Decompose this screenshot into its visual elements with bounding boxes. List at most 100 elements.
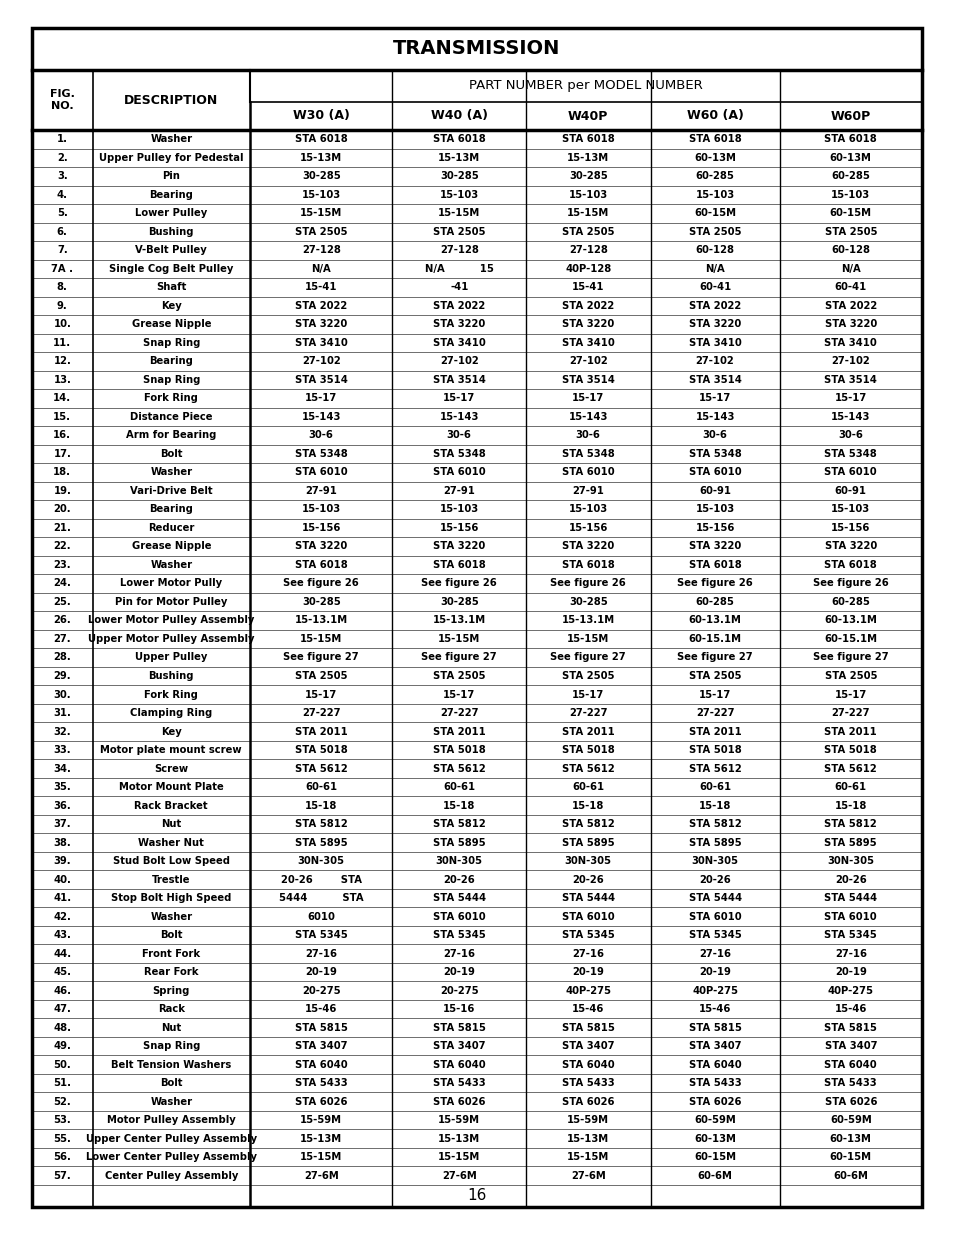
Text: 15-59M: 15-59M (300, 1115, 342, 1125)
Text: 30N-305: 30N-305 (691, 856, 738, 866)
Text: 60-59M: 60-59M (694, 1115, 735, 1125)
Text: 15-15M: 15-15M (300, 634, 342, 643)
Text: STA 2022: STA 2022 (433, 301, 485, 311)
Text: PART NUMBER per MODEL NUMBER: PART NUMBER per MODEL NUMBER (469, 79, 702, 93)
Text: Nut: Nut (161, 819, 181, 829)
Text: Stud Bolt Low Speed: Stud Bolt Low Speed (112, 856, 230, 866)
Text: STA 6018: STA 6018 (561, 135, 614, 144)
Text: STA 6018: STA 6018 (561, 559, 614, 571)
Text: W30 (A): W30 (A) (293, 110, 350, 122)
Text: See figure 27: See figure 27 (421, 652, 497, 662)
Text: 15-156: 15-156 (830, 522, 869, 534)
Text: N/A: N/A (840, 264, 860, 274)
Text: Washer: Washer (150, 559, 193, 571)
Text: 50.: 50. (53, 1060, 71, 1070)
Text: 27-227: 27-227 (439, 708, 478, 718)
Text: STA 6010: STA 6010 (561, 467, 614, 478)
Text: STA 5433: STA 5433 (294, 1078, 347, 1088)
Text: 29.: 29. (53, 671, 71, 680)
Text: TRANSMISSION: TRANSMISSION (393, 40, 560, 58)
Text: 30-6: 30-6 (309, 430, 334, 441)
Text: STA 5444: STA 5444 (823, 893, 877, 903)
Text: 60-59M: 60-59M (829, 1115, 871, 1125)
Text: STA 5433: STA 5433 (433, 1078, 485, 1088)
Text: 60-15M: 60-15M (829, 209, 871, 219)
Text: Motor Pulley Assembly: Motor Pulley Assembly (107, 1115, 235, 1125)
Text: 16: 16 (467, 1188, 486, 1203)
Text: STA 5348: STA 5348 (823, 448, 876, 459)
Text: STA 2022: STA 2022 (688, 301, 740, 311)
Text: 20-19: 20-19 (572, 967, 603, 977)
Text: 27-16: 27-16 (305, 948, 337, 958)
Text: Washer: Washer (150, 135, 193, 144)
Text: 15-13M: 15-13M (300, 1134, 342, 1144)
Text: 27-102: 27-102 (695, 357, 734, 367)
Text: STA 3407: STA 3407 (433, 1041, 485, 1051)
Text: 60-41: 60-41 (834, 283, 866, 293)
Text: 15-156: 15-156 (695, 522, 734, 534)
Text: 56.: 56. (53, 1152, 71, 1162)
Text: Center Pulley Assembly: Center Pulley Assembly (105, 1171, 237, 1181)
Text: STA 5812: STA 5812 (823, 819, 876, 829)
Text: 60-15M: 60-15M (694, 1152, 736, 1162)
Text: 15-41: 15-41 (305, 283, 337, 293)
Text: 40.: 40. (53, 874, 71, 884)
Text: STA 2505: STA 2505 (823, 227, 876, 237)
Text: 15-156: 15-156 (439, 522, 478, 534)
Text: Key: Key (161, 726, 181, 736)
Text: STA 3220: STA 3220 (688, 320, 740, 330)
Text: 33.: 33. (53, 745, 71, 755)
Text: Upper Pulley: Upper Pulley (135, 652, 207, 662)
Text: Bearing: Bearing (150, 190, 193, 200)
Text: 15-18: 15-18 (834, 800, 866, 810)
Text: 20-19: 20-19 (834, 967, 866, 977)
Text: 30-285: 30-285 (301, 597, 340, 606)
Text: STA 5444: STA 5444 (432, 893, 485, 903)
Text: 27-16: 27-16 (834, 948, 866, 958)
Text: 45.: 45. (53, 967, 71, 977)
Text: Bushing: Bushing (149, 671, 193, 680)
Text: 16.: 16. (53, 430, 71, 441)
Text: 49.: 49. (53, 1041, 71, 1051)
Text: See figure 27: See figure 27 (812, 652, 887, 662)
Text: 21.: 21. (53, 522, 71, 534)
Text: STA 5612: STA 5612 (433, 763, 485, 773)
Text: STA 3220: STA 3220 (294, 320, 347, 330)
Text: STA 3407: STA 3407 (561, 1041, 614, 1051)
Text: Nut: Nut (161, 1023, 181, 1032)
Text: 15-15M: 15-15M (566, 209, 609, 219)
Text: STA 6026: STA 6026 (561, 1097, 614, 1107)
Text: 15-15M: 15-15M (437, 1152, 479, 1162)
Text: STA 5895: STA 5895 (823, 837, 876, 847)
Text: 15-103: 15-103 (695, 190, 734, 200)
Text: STA 6026: STA 6026 (688, 1097, 740, 1107)
Text: Washer: Washer (150, 911, 193, 921)
Text: 15-16: 15-16 (442, 1004, 475, 1014)
Text: 15-13M: 15-13M (437, 1134, 479, 1144)
Text: 15-103: 15-103 (301, 504, 340, 515)
Text: 15-17: 15-17 (572, 394, 604, 404)
Text: 30-285: 30-285 (439, 597, 478, 606)
Text: STA 6040: STA 6040 (688, 1060, 740, 1070)
Text: 15-15M: 15-15M (566, 1152, 609, 1162)
Text: STA 5895: STA 5895 (433, 837, 485, 847)
Text: Pin for Motor Pulley: Pin for Motor Pulley (115, 597, 227, 606)
Text: 15-103: 15-103 (830, 190, 869, 200)
Text: Bearing: Bearing (150, 357, 193, 367)
Text: STA 5612: STA 5612 (294, 763, 347, 773)
Text: STA 6026: STA 6026 (433, 1097, 485, 1107)
Text: 51.: 51. (53, 1078, 71, 1088)
Text: 15-156: 15-156 (301, 522, 340, 534)
Text: STA 5018: STA 5018 (561, 745, 614, 755)
Text: 57.: 57. (53, 1171, 71, 1181)
Text: 46.: 46. (53, 986, 71, 995)
Text: W60P: W60P (830, 110, 870, 122)
Text: 60-285: 60-285 (695, 597, 734, 606)
Text: STA 6010: STA 6010 (294, 467, 347, 478)
Text: STA 6040: STA 6040 (294, 1060, 347, 1070)
Text: 60-41: 60-41 (699, 283, 730, 293)
Text: Fork Ring: Fork Ring (144, 394, 198, 404)
Text: STA 3410: STA 3410 (561, 338, 614, 348)
Text: 20.: 20. (53, 504, 71, 515)
Text: 27-16: 27-16 (443, 948, 475, 958)
